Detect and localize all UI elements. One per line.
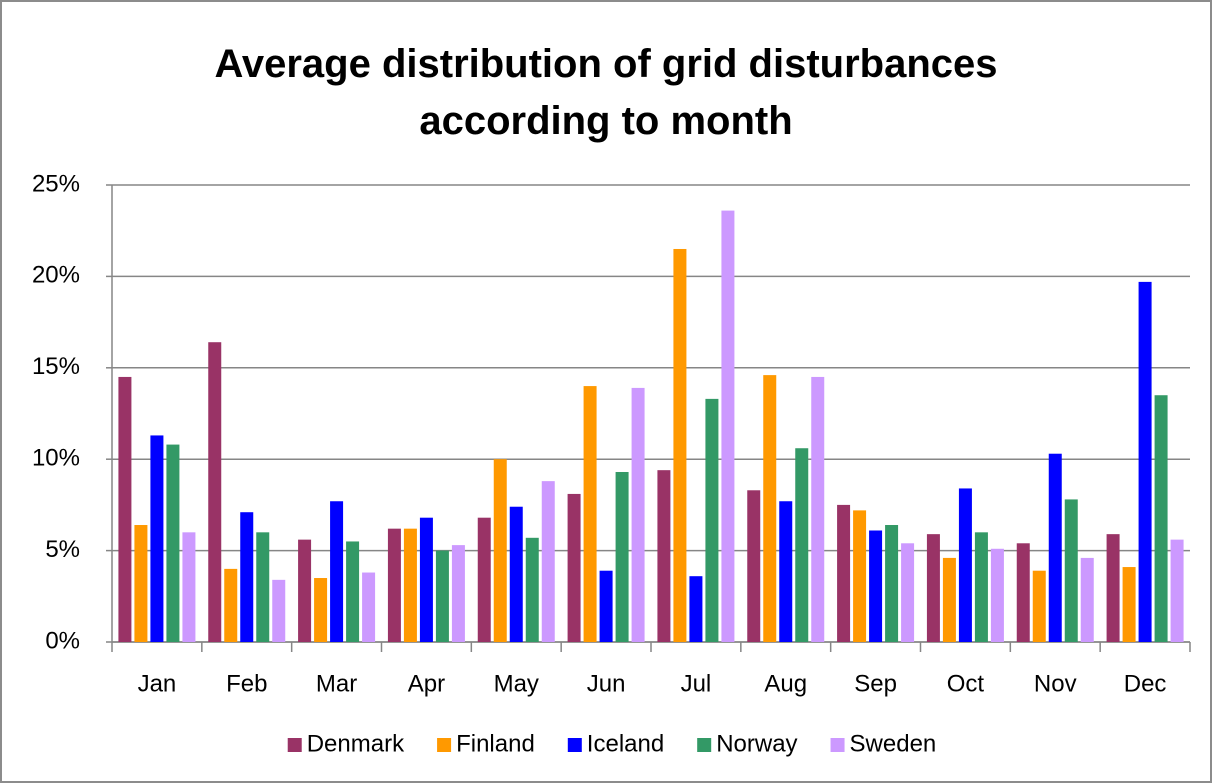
bar	[811, 376, 825, 642]
bar	[567, 493, 581, 642]
bar	[747, 490, 761, 642]
y-tick-label: 25%	[32, 170, 80, 197]
x-tick-label: Jul	[681, 670, 712, 697]
bar	[673, 248, 687, 643]
bar	[926, 534, 940, 642]
bar	[1016, 543, 1030, 642]
bar	[837, 504, 851, 642]
bar	[1032, 570, 1046, 642]
bar	[118, 376, 132, 642]
bar	[705, 398, 719, 642]
bar	[314, 578, 328, 642]
x-tick-label: Nov	[1034, 670, 1077, 697]
bar	[166, 444, 180, 642]
bar	[958, 488, 972, 642]
bar	[208, 342, 222, 642]
bar	[974, 532, 988, 642]
x-tick-label: Aug	[764, 670, 807, 697]
x-tick-label: Oct	[947, 670, 985, 697]
bar	[435, 550, 449, 642]
bar	[387, 528, 401, 642]
bar	[1170, 539, 1184, 642]
bar	[942, 557, 956, 642]
bar	[990, 548, 1004, 642]
bar	[1138, 281, 1152, 642]
y-tick-label: 5%	[45, 536, 80, 563]
bar	[346, 541, 360, 642]
y-tick-label: 0%	[45, 627, 80, 654]
bar	[256, 532, 270, 642]
bar	[493, 459, 507, 642]
bar	[182, 532, 196, 642]
bar	[583, 386, 597, 642]
x-tick-label: Sep	[854, 670, 897, 697]
bar	[362, 572, 376, 642]
x-tick-label: Jun	[587, 670, 626, 697]
bar	[599, 570, 613, 642]
legend-label: Finland	[456, 730, 535, 757]
bar	[795, 448, 809, 642]
bar	[272, 579, 286, 642]
bar	[419, 517, 433, 642]
bar	[763, 375, 777, 642]
bar	[525, 537, 539, 642]
bar	[298, 539, 312, 642]
bar	[1048, 453, 1062, 642]
legend-label: Iceland	[587, 730, 664, 757]
bar	[240, 512, 254, 642]
bar	[853, 510, 867, 642]
x-tick-label: Mar	[316, 670, 357, 697]
legend-label: Sweden	[850, 730, 937, 757]
bar	[869, 530, 883, 642]
x-tick-label: Jan	[138, 670, 177, 697]
bar	[477, 517, 491, 642]
y-tick-label: 20%	[32, 262, 80, 289]
bar	[657, 470, 671, 642]
legend-swatch	[287, 738, 302, 752]
bar	[403, 528, 417, 642]
x-tick-label: Feb	[226, 670, 267, 697]
bar	[885, 525, 899, 642]
legend-swatch	[697, 738, 712, 752]
bar	[541, 481, 555, 642]
bar	[779, 501, 793, 642]
bar	[901, 543, 915, 642]
bar	[1106, 534, 1120, 642]
bar	[330, 501, 344, 642]
bar	[509, 506, 523, 642]
bar	[134, 525, 148, 642]
legend-swatch	[830, 738, 845, 752]
x-tick-label: Apr	[408, 670, 445, 697]
y-tick-label: 10%	[32, 445, 80, 472]
bar	[631, 387, 645, 642]
legend-swatch	[437, 738, 452, 752]
bar	[689, 576, 703, 642]
y-tick-label: 15%	[32, 353, 80, 380]
legend-label: Norway	[716, 730, 797, 757]
bar	[1122, 567, 1136, 642]
legend-label: Denmark	[307, 730, 405, 757]
x-tick-label: Dec	[1124, 670, 1167, 697]
bar	[1080, 557, 1094, 642]
legend-swatch	[567, 738, 582, 752]
x-tick-label: May	[494, 670, 539, 697]
chart-title: Average distribution of grid disturbance…	[214, 42, 998, 143]
bar	[1154, 395, 1168, 642]
bar	[451, 545, 465, 642]
bar	[721, 210, 735, 643]
bar	[615, 471, 629, 642]
bar	[224, 568, 238, 642]
bar	[1064, 499, 1078, 642]
bar	[150, 435, 164, 642]
